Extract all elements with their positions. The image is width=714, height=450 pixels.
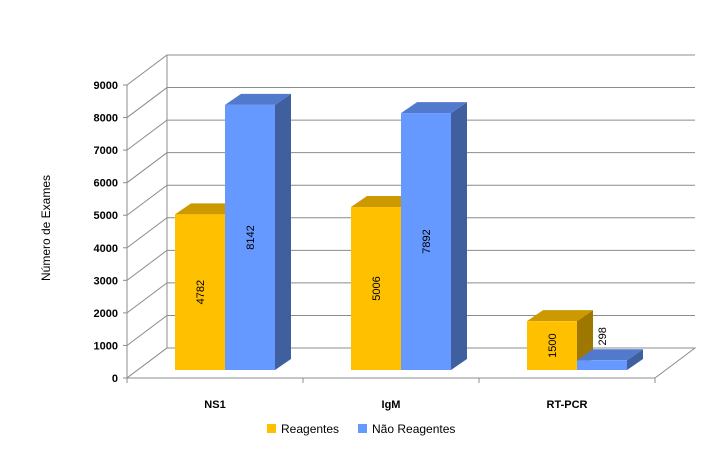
bar-n-o-reagentes-igm (401, 102, 467, 370)
y-tick-label: 9000 (94, 80, 118, 92)
tick-labels: 0 1000 2000 3000 4000 5000 6000 7000 8000 9000 NS1… (94, 80, 588, 411)
y-tick-label: 8000 (94, 113, 118, 125)
bar-n-o-reagentes-rt-pcr (577, 349, 643, 370)
legend-swatch (358, 424, 367, 433)
bar-front (577, 360, 627, 370)
bars (175, 93, 643, 370)
data-label: 7892 (421, 229, 433, 253)
bar-n-o-reagentes-ns1 (225, 93, 291, 370)
bar-top (401, 102, 467, 114)
bar-top (577, 349, 643, 361)
y-tick-label: 0 (112, 373, 118, 385)
x-tick-label: NS1 (204, 399, 225, 411)
bar-side (451, 102, 467, 370)
y-tick-label: 1000 (94, 340, 118, 352)
legend-label: Reagentes (281, 422, 339, 436)
bar-side (275, 93, 291, 370)
legend: Reagentes Não Reagentes (267, 422, 455, 436)
bar-top (527, 310, 593, 322)
data-label: 5006 (371, 276, 383, 300)
data-label: 1500 (547, 333, 559, 357)
bar-front (225, 104, 275, 370)
x-tick-label: RT-PCR (547, 399, 588, 411)
bar-front (401, 113, 451, 370)
bar-front (351, 207, 401, 370)
bar-top (351, 196, 417, 208)
legend-swatch (267, 424, 276, 433)
y-axis-title: Número de Exames (39, 175, 53, 281)
y-tick-label: 3000 (94, 275, 118, 287)
data-label: 8142 (245, 225, 257, 249)
gridline (126, 54, 695, 86)
y-tick-label: 5000 (94, 210, 118, 222)
legend-label: Não Reagentes (372, 422, 455, 436)
bar-front (175, 214, 225, 370)
data-label: 4782 (195, 280, 207, 304)
y-tick-label: 4000 (94, 243, 118, 255)
bar-side (627, 349, 643, 370)
bar-front (527, 321, 577, 370)
y-tick-label: 2000 (94, 308, 118, 320)
bar-top (225, 93, 291, 105)
data-label: 298 (597, 327, 609, 345)
x-tick-label: IgM (382, 399, 401, 411)
data-labels: 4782 8142 5006 7892 1500 298 (195, 225, 609, 358)
y-tick-label: 7000 (94, 145, 118, 157)
bar-top (175, 203, 241, 215)
y-tick-label: 6000 (94, 178, 118, 190)
